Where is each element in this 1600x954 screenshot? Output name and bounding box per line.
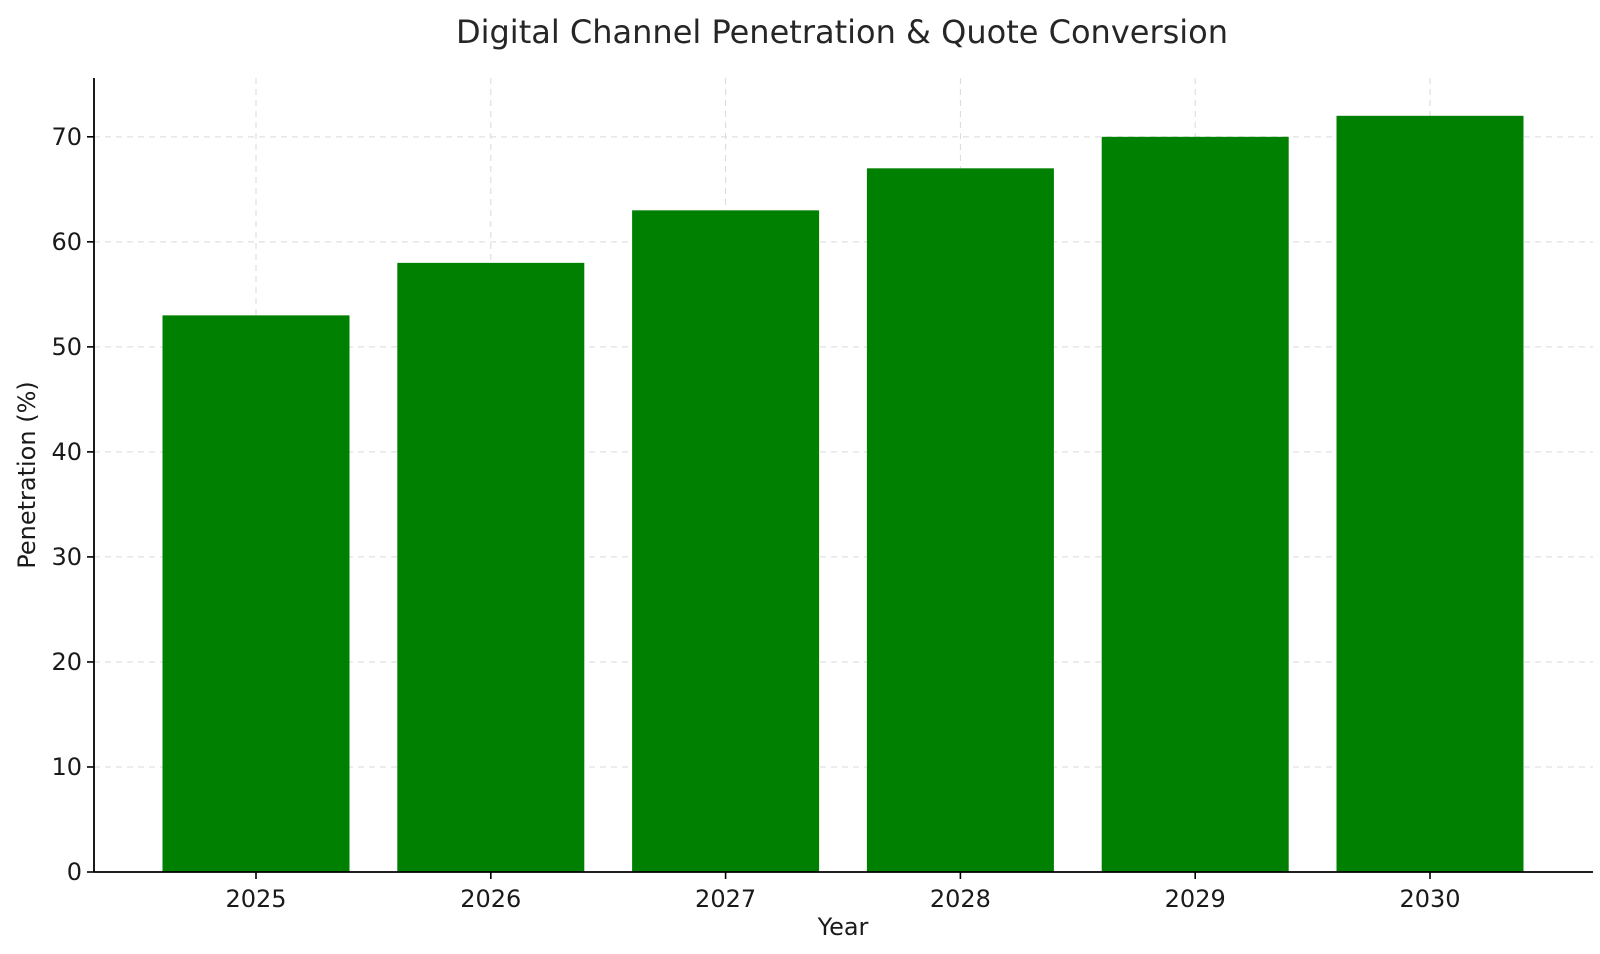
x-tick-label: 2030 <box>1399 885 1460 913</box>
bar <box>866 168 1054 872</box>
y-axis-label: Penetration (%) <box>13 381 41 568</box>
y-tick-label: 40 <box>51 438 82 466</box>
y-tick-label: 20 <box>51 648 82 676</box>
bar <box>397 262 585 872</box>
x-tick-label: 2025 <box>225 885 286 913</box>
axis-layer <box>93 78 1593 873</box>
bar-layer <box>162 115 1524 873</box>
y-tick-label: 10 <box>51 753 82 781</box>
bar <box>632 210 820 873</box>
y-tick-label: 50 <box>51 333 82 361</box>
y-tick-label: 60 <box>51 228 82 256</box>
x-axis-label: Year <box>817 913 869 941</box>
bar <box>1101 136 1289 872</box>
x-tick-label: 2026 <box>460 885 521 913</box>
bar <box>1336 115 1524 873</box>
x-tick-label: 2027 <box>695 885 756 913</box>
y-tick-label: 30 <box>51 543 82 571</box>
bar <box>162 315 350 872</box>
x-tick-label: 2028 <box>930 885 991 913</box>
y-tick-label: 0 <box>67 858 82 886</box>
x-tick-label: 2029 <box>1165 885 1226 913</box>
chart-title: Digital Channel Penetration & Quote Conv… <box>456 13 1228 51</box>
y-tick-label: 70 <box>51 123 82 151</box>
